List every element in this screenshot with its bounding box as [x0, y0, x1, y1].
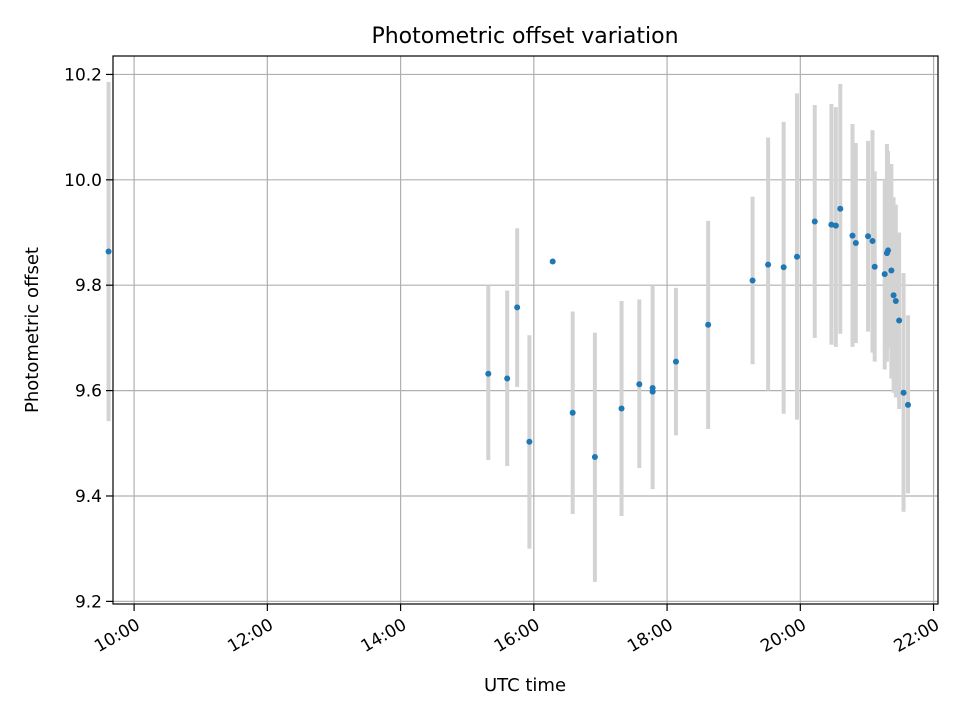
data-point	[885, 247, 892, 254]
data-point	[881, 271, 888, 278]
data-point	[849, 232, 856, 239]
y-tick-label: 10.0	[64, 171, 102, 191]
data-point	[832, 222, 839, 229]
data-point	[811, 218, 818, 225]
data-point	[636, 381, 643, 388]
data-point	[485, 370, 492, 377]
data-point	[905, 401, 912, 408]
y-tick-label: 9.4	[75, 487, 102, 507]
y-axis: 9.2 9.4 9.6 9.8 10.0 10.2	[64, 65, 113, 612]
y-axis-label: Photometric offset	[22, 247, 43, 413]
data-point	[892, 298, 899, 305]
data-point	[780, 264, 787, 271]
data-point	[618, 405, 625, 412]
data-point	[871, 263, 878, 270]
chart-title: Photometric offset variation	[371, 24, 678, 49]
data-point	[526, 438, 533, 445]
data-point	[837, 205, 844, 212]
y-tick-label: 10.2	[64, 65, 102, 85]
data-point	[705, 321, 712, 328]
data-point	[649, 384, 656, 391]
data-point	[504, 375, 511, 382]
data-point	[672, 358, 679, 365]
data-points	[105, 205, 912, 460]
data-point	[105, 248, 112, 255]
data-point	[514, 304, 521, 311]
data-point	[591, 453, 598, 460]
y-tick-label: 9.2	[75, 592, 102, 612]
plot-frame	[112, 55, 939, 605]
data-point	[896, 317, 903, 324]
data-point	[869, 237, 876, 244]
grid	[113, 56, 938, 604]
data-point	[900, 389, 907, 396]
data-point	[890, 292, 897, 299]
data-point	[865, 233, 872, 240]
data-point	[888, 267, 895, 274]
data-point	[749, 277, 756, 284]
y-tick-label: 9.6	[75, 382, 102, 402]
data-point	[549, 258, 556, 265]
data-point	[793, 253, 800, 260]
x-axis-label: UTC time	[484, 675, 566, 696]
data-point	[852, 240, 859, 247]
data-point	[569, 409, 576, 416]
y-tick-label: 9.8	[75, 276, 102, 296]
data-point	[765, 261, 772, 268]
